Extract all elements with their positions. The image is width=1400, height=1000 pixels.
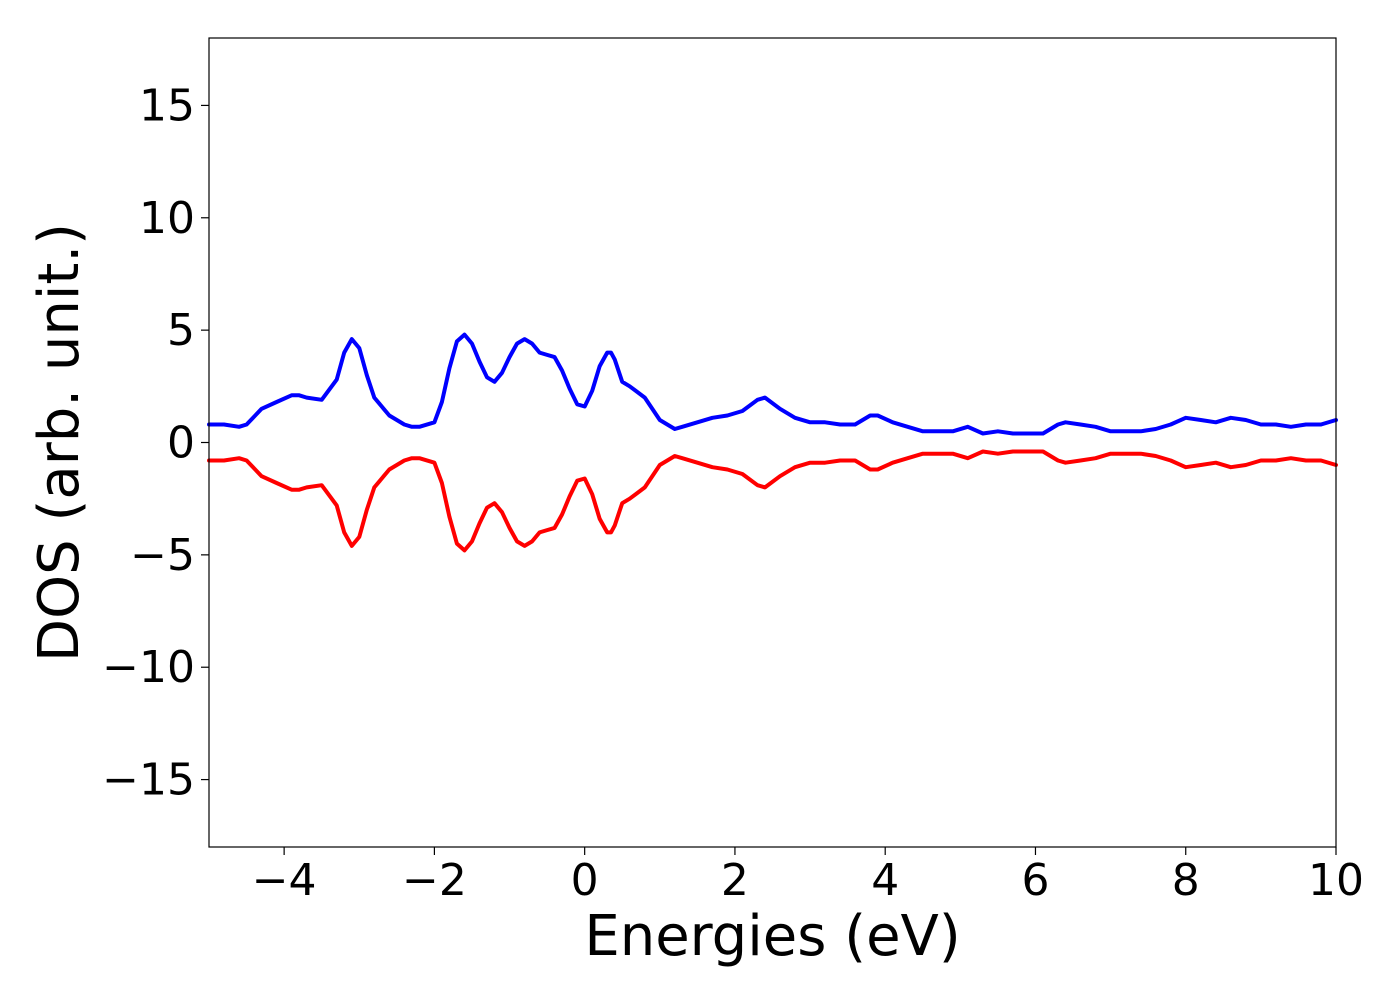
- x-axis-label: Energies (eV): [584, 904, 960, 969]
- y-tick-label: 0: [167, 418, 195, 469]
- x-tick-label: −4: [252, 855, 317, 906]
- y-tick-label: 15: [139, 80, 195, 131]
- x-tick-label: 4: [871, 855, 899, 906]
- series-line-1: [207, 332, 1338, 436]
- x-tick-label: −2: [402, 855, 467, 906]
- x-tick-label: 10: [1308, 855, 1364, 906]
- x-tick-label: 8: [1172, 855, 1200, 906]
- y-tick-label: −5: [130, 530, 195, 581]
- y-axis-label: DOS (arb. unit.): [27, 223, 92, 662]
- y-tick-label: −10: [102, 642, 195, 693]
- x-tick-label: 2: [721, 855, 749, 906]
- series-line-2: [207, 449, 1338, 553]
- y-tick-label: 10: [139, 193, 195, 244]
- x-tick-label: 6: [1021, 855, 1049, 906]
- y-tick-label: 5: [167, 305, 195, 356]
- plot-frame: [208, 37, 1337, 848]
- x-axis-ticks: −4 −2 0 2 4 6 8 10: [252, 847, 1364, 906]
- y-axis-ticks: 15 10 5 0 −5 −10 −15: [102, 80, 209, 806]
- y-tick-label: −15: [102, 755, 195, 806]
- series-layer: [207, 332, 1338, 553]
- x-tick-label: 0: [571, 855, 599, 906]
